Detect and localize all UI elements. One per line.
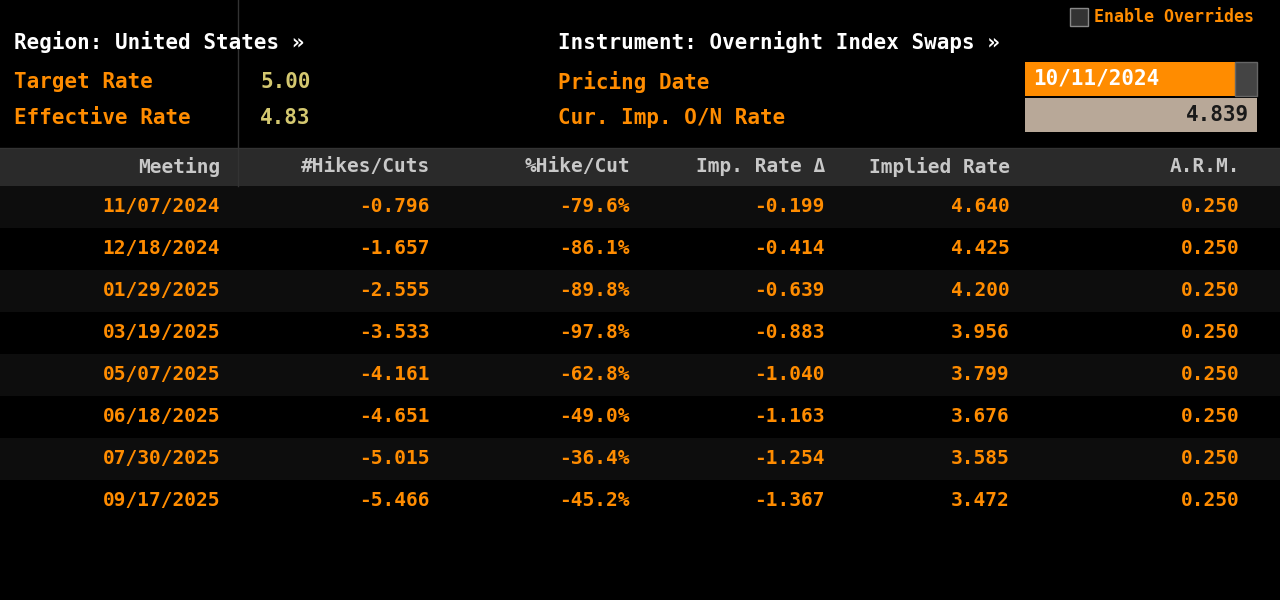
Text: 10/11/2024: 10/11/2024 — [1033, 69, 1160, 89]
Text: -5.466: -5.466 — [360, 491, 430, 511]
Text: Implied Rate: Implied Rate — [869, 157, 1010, 177]
Text: -86.1%: -86.1% — [559, 239, 630, 259]
Text: -0.199: -0.199 — [754, 197, 826, 217]
Text: A.R.M.: A.R.M. — [1170, 157, 1240, 176]
Bar — [0, 228, 1280, 270]
Text: -1.367: -1.367 — [754, 491, 826, 511]
Text: -0.796: -0.796 — [360, 197, 430, 217]
Text: -0.639: -0.639 — [754, 281, 826, 301]
Text: 3.799: 3.799 — [951, 365, 1010, 385]
Bar — [0, 186, 1280, 228]
Text: -97.8%: -97.8% — [559, 323, 630, 343]
Text: 4.425: 4.425 — [951, 239, 1010, 259]
Text: -3.533: -3.533 — [360, 323, 430, 343]
Text: 05/07/2025: 05/07/2025 — [102, 365, 220, 385]
Text: 4.839: 4.839 — [1185, 105, 1249, 125]
Text: -45.2%: -45.2% — [559, 491, 630, 511]
Text: 12/18/2024: 12/18/2024 — [102, 239, 220, 259]
Text: Meeting: Meeting — [138, 157, 220, 177]
Text: -49.0%: -49.0% — [559, 407, 630, 427]
Text: -5.015: -5.015 — [360, 449, 430, 469]
Text: 3.676: 3.676 — [951, 407, 1010, 427]
Text: Enable Overrides: Enable Overrides — [1094, 8, 1254, 26]
Text: 03/19/2025: 03/19/2025 — [102, 323, 220, 343]
Bar — [0, 148, 1280, 186]
Text: Target Rate: Target Rate — [14, 72, 152, 92]
Bar — [0, 396, 1280, 438]
Text: -1.254: -1.254 — [754, 449, 826, 469]
Text: Pricing Date: Pricing Date — [558, 71, 709, 93]
Text: 3.956: 3.956 — [951, 323, 1010, 343]
Text: -1.657: -1.657 — [360, 239, 430, 259]
Text: -0.414: -0.414 — [754, 239, 826, 259]
Text: 0.250: 0.250 — [1181, 407, 1240, 427]
Text: 09/17/2025: 09/17/2025 — [102, 491, 220, 511]
Text: -36.4%: -36.4% — [559, 449, 630, 469]
Bar — [1070, 8, 1088, 26]
Text: Effective Rate: Effective Rate — [14, 108, 191, 128]
Text: -79.6%: -79.6% — [559, 197, 630, 217]
Text: 07/30/2025: 07/30/2025 — [102, 449, 220, 469]
Text: #Hikes/Cuts: #Hikes/Cuts — [301, 157, 430, 176]
Bar — [1235, 62, 1257, 96]
Bar — [0, 312, 1280, 354]
Text: Imp. Rate Δ: Imp. Rate Δ — [696, 157, 826, 176]
Text: Region: United States »: Region: United States » — [14, 31, 305, 53]
Bar — [0, 438, 1280, 480]
Text: 3.472: 3.472 — [951, 491, 1010, 511]
Text: -89.8%: -89.8% — [559, 281, 630, 301]
Text: -2.555: -2.555 — [360, 281, 430, 301]
Text: 01/29/2025: 01/29/2025 — [102, 281, 220, 301]
Bar — [0, 270, 1280, 312]
Text: 0.250: 0.250 — [1181, 197, 1240, 217]
Text: 0.250: 0.250 — [1181, 365, 1240, 385]
Bar — [0, 480, 1280, 522]
Bar — [0, 354, 1280, 396]
Text: 0.250: 0.250 — [1181, 281, 1240, 301]
Text: 4.200: 4.200 — [951, 281, 1010, 301]
Text: -4.651: -4.651 — [360, 407, 430, 427]
Text: -62.8%: -62.8% — [559, 365, 630, 385]
Bar — [1025, 98, 1257, 132]
Text: 5.00: 5.00 — [260, 72, 311, 92]
Text: 0.250: 0.250 — [1181, 323, 1240, 343]
Text: -1.163: -1.163 — [754, 407, 826, 427]
Text: 11/07/2024: 11/07/2024 — [102, 197, 220, 217]
Text: 0.250: 0.250 — [1181, 449, 1240, 469]
Text: -0.883: -0.883 — [754, 323, 826, 343]
Bar — [1025, 62, 1235, 96]
Text: 4.83: 4.83 — [260, 108, 311, 128]
Text: 0.250: 0.250 — [1181, 239, 1240, 259]
Text: 0.250: 0.250 — [1181, 491, 1240, 511]
Text: -4.161: -4.161 — [360, 365, 430, 385]
Text: 06/18/2025: 06/18/2025 — [102, 407, 220, 427]
Text: 4.640: 4.640 — [951, 197, 1010, 217]
Text: -1.040: -1.040 — [754, 365, 826, 385]
Text: Instrument: Overnight Index Swaps »: Instrument: Overnight Index Swaps » — [558, 31, 1000, 53]
Text: %Hike/Cut: %Hike/Cut — [525, 157, 630, 176]
Text: 3.585: 3.585 — [951, 449, 1010, 469]
Text: Cur. Imp. O/N Rate: Cur. Imp. O/N Rate — [558, 108, 785, 128]
